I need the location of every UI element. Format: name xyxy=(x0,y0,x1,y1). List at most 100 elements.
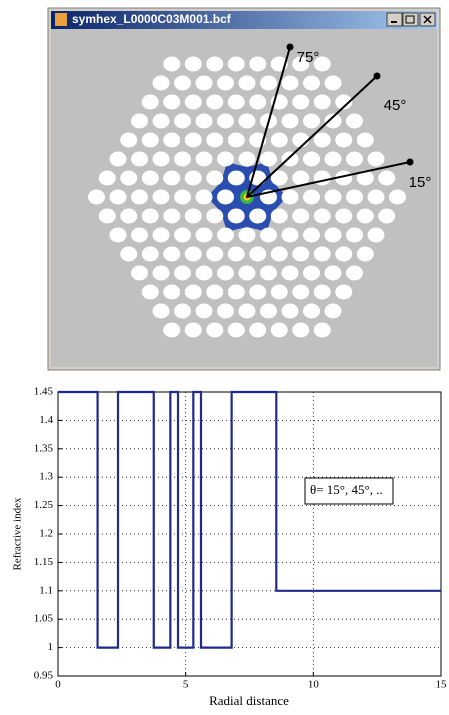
window: symhex_L0000C03M001.bcf 75°45°15° xyxy=(48,8,440,370)
air-hole xyxy=(292,323,309,338)
air-hole xyxy=(153,304,170,319)
air-hole xyxy=(217,304,234,319)
air-hole xyxy=(228,95,245,110)
air-hole xyxy=(303,304,320,319)
air-hole xyxy=(153,190,170,205)
air-hole xyxy=(271,209,288,224)
air-hole xyxy=(163,247,180,262)
air-hole xyxy=(196,228,213,243)
air-hole xyxy=(228,247,245,262)
y-axis-label: Refractive index xyxy=(12,497,24,570)
x-axis-label: Radial distance xyxy=(209,693,289,708)
air-hole xyxy=(131,228,148,243)
minimize-button[interactable] xyxy=(387,13,402,26)
air-hole xyxy=(120,209,137,224)
air-hole xyxy=(120,133,137,148)
air-hole xyxy=(217,152,234,167)
air-hole xyxy=(217,114,234,129)
air-hole xyxy=(153,266,170,281)
air-hole xyxy=(142,285,159,300)
air-hole xyxy=(325,266,342,281)
air-hole xyxy=(206,95,223,110)
air-hole xyxy=(346,114,363,129)
air-hole xyxy=(142,133,159,148)
air-hole xyxy=(325,76,342,91)
air-hole xyxy=(249,57,266,72)
air-hole xyxy=(325,228,342,243)
air-hole xyxy=(163,171,180,186)
air-hole xyxy=(260,304,277,319)
air-hole xyxy=(196,190,213,205)
air-hole xyxy=(185,95,202,110)
air-hole xyxy=(292,247,309,262)
air-hole xyxy=(292,133,309,148)
air-hole xyxy=(357,133,374,148)
maximize-button[interactable] xyxy=(403,13,418,26)
air-hole xyxy=(142,95,159,110)
air-hole xyxy=(271,133,288,148)
air-hole xyxy=(346,266,363,281)
air-hole xyxy=(131,266,148,281)
chart: Radial distance Refractive index 0.9511.… xyxy=(12,386,447,708)
air-hole xyxy=(314,209,331,224)
air-hole xyxy=(185,323,202,338)
air-hole xyxy=(282,152,299,167)
air-hole xyxy=(174,76,191,91)
air-hole xyxy=(335,285,352,300)
window-buttons[interactable] xyxy=(387,13,435,26)
air-hole xyxy=(120,247,137,262)
air-hole xyxy=(185,171,202,186)
air-hole xyxy=(174,266,191,281)
y-tick-label: 1.05 xyxy=(34,613,54,625)
air-hole xyxy=(303,76,320,91)
y-tick-label: 1.1 xyxy=(39,584,53,596)
air-hole xyxy=(314,285,331,300)
air-hole xyxy=(142,209,159,224)
air-hole xyxy=(239,304,256,319)
air-hole xyxy=(271,285,288,300)
air-hole xyxy=(163,57,180,72)
air-hole xyxy=(153,114,170,129)
air-hole xyxy=(131,190,148,205)
air-hole xyxy=(110,152,127,167)
air-hole xyxy=(260,266,277,281)
air-hole xyxy=(196,304,213,319)
air-hole xyxy=(239,228,256,243)
air-hole xyxy=(206,247,223,262)
air-hole xyxy=(271,323,288,338)
air-hole xyxy=(239,266,256,281)
air-hole xyxy=(249,209,266,224)
air-hole xyxy=(174,152,191,167)
air-hole xyxy=(163,133,180,148)
air-hole xyxy=(292,285,309,300)
air-hole xyxy=(292,209,309,224)
air-hole xyxy=(110,190,127,205)
air-hole xyxy=(185,133,202,148)
air-hole xyxy=(303,152,320,167)
air-hole xyxy=(174,114,191,129)
air-hole xyxy=(271,247,288,262)
air-hole xyxy=(217,76,234,91)
air-hole xyxy=(163,285,180,300)
app-icon xyxy=(55,13,67,26)
annotation: θ= 15°, 45°, .. xyxy=(310,482,383,497)
air-hole xyxy=(110,228,127,243)
air-hole xyxy=(314,171,331,186)
ray-end xyxy=(287,44,294,51)
air-hole xyxy=(228,285,245,300)
air-hole xyxy=(196,114,213,129)
air-hole xyxy=(174,304,191,319)
air-hole xyxy=(153,152,170,167)
air-hole xyxy=(228,323,245,338)
air-hole xyxy=(346,190,363,205)
y-tick-label: 1.45 xyxy=(34,386,54,398)
air-hole xyxy=(335,133,352,148)
angle-label: 45° xyxy=(384,97,407,114)
angle-label: 75° xyxy=(297,49,320,66)
air-hole xyxy=(228,57,245,72)
air-hole xyxy=(314,95,331,110)
air-hole xyxy=(239,114,256,129)
air-hole xyxy=(206,323,223,338)
air-hole xyxy=(131,114,148,129)
air-hole xyxy=(217,266,234,281)
